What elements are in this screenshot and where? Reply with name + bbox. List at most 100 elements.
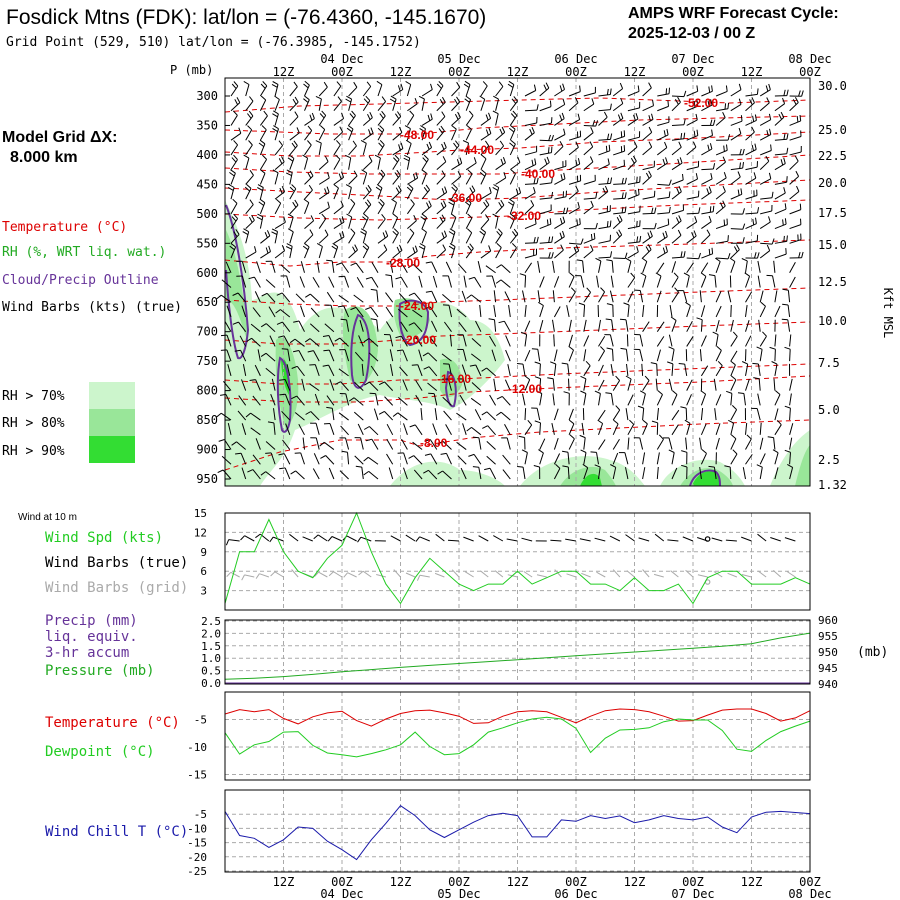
cross-section-barb-feather (336, 81, 342, 87)
cross-section-barb-feather (531, 127, 535, 133)
cross-section-barb-feather (481, 367, 487, 372)
cross-section-barb-feather (576, 259, 583, 262)
cross-section-barb-feather (294, 199, 299, 206)
cross-section-barb-feather (278, 335, 285, 338)
cross-section-barb (377, 203, 385, 215)
cross-section-barb-feather (304, 338, 311, 343)
cross-section-barb (583, 92, 596, 97)
cross-section-barb (509, 115, 518, 126)
cross-section-barb (413, 469, 423, 480)
cross-section-barb (224, 321, 232, 332)
cross-section-barb (406, 203, 415, 215)
cross-section-barb-feather (607, 133, 610, 140)
cross-section-barb-feather (610, 133, 613, 140)
cross-section-barb-feather (663, 130, 666, 137)
cross-section-barb (759, 305, 766, 318)
cross-section-barb (421, 118, 433, 126)
cross-section-barb-feather (722, 200, 726, 207)
wind-barb-true (346, 535, 357, 542)
cross-section-barb-feather (533, 236, 536, 244)
cross-section-barb-feather (609, 220, 612, 227)
cross-section-barb-feather (562, 230, 565, 237)
cross-section-barb-feather (419, 243, 426, 247)
wind-barb-true (390, 535, 401, 542)
cross-section-barb (627, 194, 640, 200)
cross-section-barb-feather (251, 214, 255, 221)
cross-section-barb (656, 321, 665, 332)
cross-section-barb (304, 220, 314, 229)
cross-section-barb (609, 334, 614, 347)
cross-section-barb-feather (261, 125, 267, 131)
cross-section-barb-feather (294, 96, 299, 103)
cross-section-barb (613, 165, 625, 171)
cross-section-barb-feather (236, 97, 241, 103)
cross-section-barb (686, 178, 698, 185)
cross-section-barb-feather (451, 186, 457, 192)
cross-section-barb (613, 212, 626, 215)
cross-section-barb-feather (360, 139, 367, 144)
cross-section-barb (377, 115, 386, 126)
cross-section-barb (413, 264, 423, 274)
temperature-tick-label: -15 (187, 769, 207, 782)
cross-section-barb (715, 423, 721, 435)
cross-section-barb-feather (517, 156, 521, 163)
cross-section-barb-feather (296, 127, 300, 134)
wind-barb-grid (697, 574, 708, 578)
cross-section-barb (700, 408, 704, 421)
cross-section-barb-feather (509, 142, 515, 148)
cross-section-barb-feather (620, 97, 624, 104)
cross-section-barb-feather (799, 203, 802, 210)
cross-section-barb-feather (648, 115, 651, 122)
cross-section-barb (701, 234, 711, 244)
cross-section-barb (730, 319, 734, 332)
cross-section-barb (699, 349, 702, 362)
cross-section-barb-feather (630, 157, 635, 164)
cross-section-barb-feather (784, 346, 791, 350)
cross-section-barb (612, 452, 619, 465)
cross-section-barb (642, 452, 646, 465)
cross-section-barb (309, 383, 320, 392)
cross-section-barb-feather (423, 366, 430, 370)
cross-section-barb (389, 334, 394, 347)
cross-section-barb (339, 470, 349, 480)
cross-section-barb-feather (586, 287, 591, 293)
cross-section-barb-feather (768, 113, 772, 120)
top-hour-label: 12Z (507, 65, 529, 79)
cross-section-barb (478, 437, 482, 450)
cross-section-barb (743, 393, 746, 406)
cross-section-barb (509, 202, 515, 215)
cross-section-barb-feather (676, 187, 680, 194)
cross-section-barb (730, 379, 737, 391)
cross-section-barb (252, 469, 261, 480)
cross-section-barb-feather (548, 252, 551, 259)
cross-section-barb-feather (561, 362, 568, 365)
cross-section-barb-feather (657, 390, 663, 395)
cross-section-barb (671, 146, 682, 156)
cross-section-barb (436, 249, 446, 259)
cross-section-barb-feather (405, 139, 412, 144)
pressure-tick-label: 300 (196, 89, 218, 103)
cross-section-barb-feather (469, 364, 476, 367)
cross-section-barb-feather (353, 170, 358, 177)
cross-section-barb-feather (624, 206, 627, 213)
cross-section-barb (715, 365, 723, 377)
cross-section-barb (403, 452, 408, 465)
cross-section-barb (318, 98, 322, 111)
cross-section-barb-feather (436, 83, 442, 89)
cross-section-barb (226, 334, 232, 347)
cross-section-barb-feather (496, 243, 502, 248)
cross-section-barb-feather (641, 257, 648, 262)
cross-section-barb (245, 84, 250, 97)
cross-section-barb (296, 395, 305, 406)
cross-section-barb (287, 349, 291, 362)
cross-section-barb-feather (589, 141, 594, 148)
cross-section-barb (701, 253, 713, 259)
cross-section-barb-feather (580, 449, 587, 453)
cross-section-barb-feather (231, 216, 237, 222)
cross-section-barb (774, 103, 785, 112)
cross-section-barb (745, 260, 748, 273)
precip-tick-label: 0.5 (201, 665, 221, 678)
cross-section-barb-feather (769, 128, 772, 135)
cross-section-barb-feather (776, 419, 782, 426)
cross-section-barb (470, 397, 482, 406)
